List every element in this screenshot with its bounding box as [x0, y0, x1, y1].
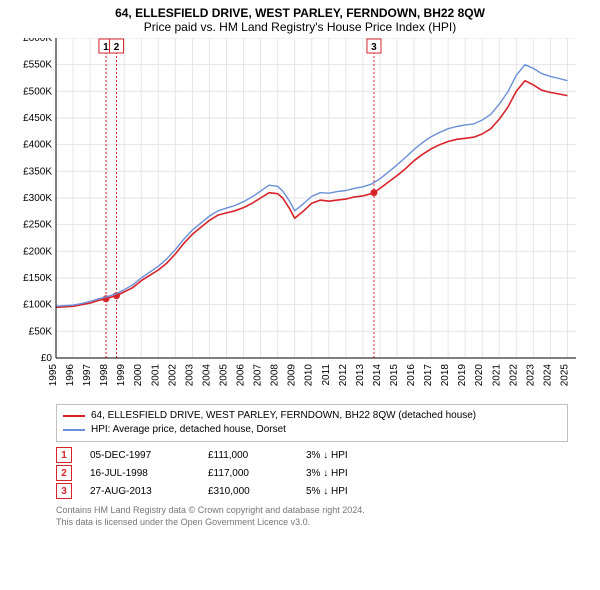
svg-text:2012: 2012 — [338, 364, 349, 387]
svg-text:1996: 1996 — [65, 364, 76, 387]
chart-title: 64, ELLESFIELD DRIVE, WEST PARLEY, FERND… — [8, 6, 592, 20]
svg-text:2011: 2011 — [321, 364, 332, 386]
svg-text:£350K: £350K — [23, 166, 52, 177]
legend-label-blue: HPI: Average price, detached house, Dors… — [91, 423, 286, 437]
svg-text:2008: 2008 — [270, 364, 281, 387]
legend-label-red: 64, ELLESFIELD DRIVE, WEST PARLEY, FERND… — [91, 409, 476, 423]
legend-swatch-blue — [63, 429, 85, 431]
event-date: 27-AUG-2013 — [90, 486, 190, 497]
svg-text:£600K: £600K — [23, 38, 52, 44]
svg-text:2023: 2023 — [525, 364, 536, 387]
svg-text:1998: 1998 — [99, 364, 110, 387]
svg-text:2013: 2013 — [355, 364, 366, 387]
event-marker-box: 3 — [56, 483, 72, 499]
svg-text:2009: 2009 — [287, 364, 298, 387]
svg-text:2002: 2002 — [167, 364, 178, 387]
event-table: 1 05-DEC-1997 £111,000 3% ↓ HPI 2 16-JUL… — [56, 446, 568, 500]
event-pct: 3% ↓ HPI — [306, 468, 416, 479]
svg-text:£400K: £400K — [23, 140, 52, 151]
event-price: £117,000 — [208, 468, 288, 479]
svg-text:2003: 2003 — [184, 364, 195, 387]
svg-text:2020: 2020 — [474, 364, 485, 387]
svg-text:2004: 2004 — [201, 364, 212, 387]
svg-text:2021: 2021 — [491, 364, 502, 387]
svg-text:£150K: £150K — [23, 273, 52, 284]
svg-text:£500K: £500K — [23, 86, 52, 97]
svg-text:2: 2 — [114, 42, 120, 53]
svg-text:2025: 2025 — [559, 364, 570, 387]
event-pct: 3% ↓ HPI — [306, 450, 416, 461]
event-marker-box: 2 — [56, 465, 72, 481]
svg-text:2005: 2005 — [218, 364, 229, 387]
svg-text:2001: 2001 — [150, 364, 161, 387]
svg-text:£100K: £100K — [23, 300, 52, 311]
event-pct: 5% ↓ HPI — [306, 486, 416, 497]
svg-text:2019: 2019 — [457, 364, 468, 387]
svg-text:1995: 1995 — [48, 364, 59, 387]
svg-text:£50K: £50K — [29, 326, 53, 337]
event-marker-box: 1 — [56, 447, 72, 463]
price-chart: £0 £50K £100K £150K £200K £250K £300K £350K £400… — [8, 38, 592, 398]
svg-text:2007: 2007 — [253, 364, 264, 387]
svg-text:2006: 2006 — [236, 364, 247, 387]
event-row: 2 16-JUL-1998 £117,000 3% ↓ HPI — [56, 464, 568, 482]
svg-text:1999: 1999 — [116, 364, 127, 387]
svg-text:£250K: £250K — [23, 220, 52, 231]
event-price: £111,000 — [208, 450, 288, 461]
svg-text:£0: £0 — [41, 353, 53, 364]
event-row: 3 27-AUG-2013 £310,000 5% ↓ HPI — [56, 482, 568, 500]
footer-line: This data is licensed under the Open Gov… — [56, 516, 568, 528]
svg-text:1: 1 — [103, 42, 109, 53]
event-date: 05-DEC-1997 — [90, 450, 190, 461]
event-row: 1 05-DEC-1997 £111,000 3% ↓ HPI — [56, 446, 568, 464]
svg-text:2022: 2022 — [508, 364, 519, 387]
svg-text:£300K: £300K — [23, 193, 52, 204]
legend-row-red: 64, ELLESFIELD DRIVE, WEST PARLEY, FERND… — [63, 409, 561, 423]
svg-text:2015: 2015 — [389, 364, 400, 387]
svg-text:£450K: £450K — [23, 113, 52, 124]
svg-text:2018: 2018 — [440, 364, 451, 387]
svg-text:£550K: £550K — [23, 60, 52, 71]
svg-text:£200K: £200K — [23, 246, 52, 257]
svg-text:2000: 2000 — [133, 364, 144, 387]
svg-text:1997: 1997 — [82, 364, 93, 387]
legend: 64, ELLESFIELD DRIVE, WEST PARLEY, FERND… — [56, 404, 568, 442]
footer: Contains HM Land Registry data © Crown c… — [56, 504, 568, 528]
svg-text:2017: 2017 — [423, 364, 434, 387]
event-price: £310,000 — [208, 486, 288, 497]
svg-text:2016: 2016 — [406, 364, 417, 387]
chart-subtitle: Price paid vs. HM Land Registry's House … — [8, 20, 592, 34]
event-date: 16-JUL-1998 — [90, 468, 190, 479]
legend-swatch-red — [63, 415, 85, 417]
svg-text:2014: 2014 — [372, 364, 383, 387]
svg-text:2024: 2024 — [542, 364, 553, 387]
svg-text:3: 3 — [371, 42, 377, 53]
legend-row-blue: HPI: Average price, detached house, Dors… — [63, 423, 561, 437]
footer-line: Contains HM Land Registry data © Crown c… — [56, 504, 568, 516]
svg-text:2010: 2010 — [304, 364, 315, 387]
